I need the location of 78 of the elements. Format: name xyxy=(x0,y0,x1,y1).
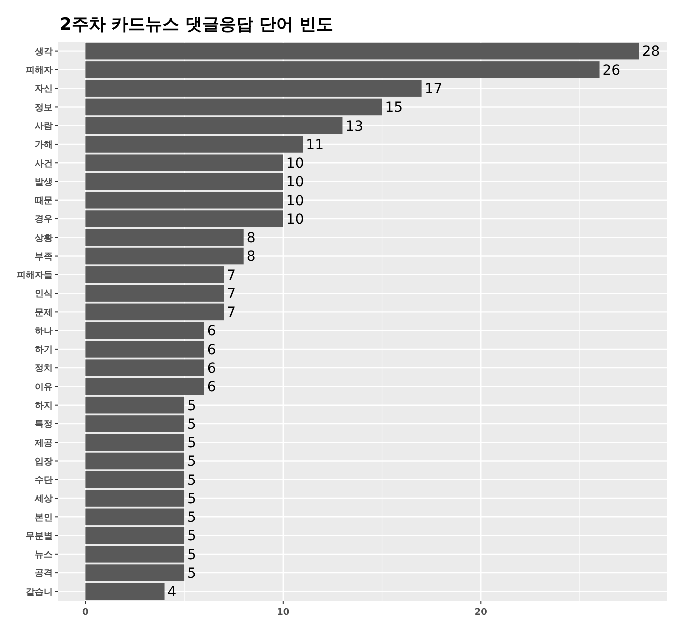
data-label: 26 xyxy=(602,62,621,79)
data-label: 5 xyxy=(188,436,196,452)
data-label: 10 xyxy=(286,193,304,210)
y-tick-label: 문제 xyxy=(35,308,53,318)
data-label: 6 xyxy=(207,360,216,377)
y-tick-label: 부족 xyxy=(35,252,53,262)
y-tick-label: 발생 xyxy=(35,178,53,188)
bar xyxy=(86,583,165,600)
y-tick-label: 입장 xyxy=(35,457,53,468)
bar xyxy=(86,378,204,396)
data-label: 5 xyxy=(188,547,196,564)
y-tick-label: 제공 xyxy=(34,438,53,449)
chart-title: 2주차 카드뉴스 댓글응답 단어 빈도 xyxy=(60,15,334,35)
bar xyxy=(86,508,185,526)
data-label: 8 xyxy=(246,249,256,266)
y-tick-label: 무분별 xyxy=(26,532,53,542)
data-label: 5 xyxy=(188,491,196,508)
x-tick-label: 20 xyxy=(474,608,488,618)
data-label: 7 xyxy=(227,286,236,302)
y-tick-label: 경우 xyxy=(35,215,53,226)
data-label: 5 xyxy=(188,472,196,489)
data-label: 6 xyxy=(207,342,216,358)
y-tick-label: 가해 xyxy=(35,140,53,151)
data-label: 10 xyxy=(286,174,304,191)
y-tick-label: 사건 xyxy=(35,159,53,170)
data-label: 5 xyxy=(188,416,196,433)
data-label: 5 xyxy=(188,510,196,526)
data-label: 4 xyxy=(168,584,177,601)
data-label: 10 xyxy=(286,156,304,172)
data-label: 5 xyxy=(188,528,196,545)
y-tick-label: 인식 xyxy=(35,290,53,300)
y-tick-label: 자신 xyxy=(35,84,53,95)
bar xyxy=(86,229,244,246)
data-label: 7 xyxy=(227,305,236,322)
y-tick-label: 하지 xyxy=(35,402,53,412)
bar xyxy=(86,452,185,470)
y-tick-label: 정보 xyxy=(35,103,53,114)
y-tick-label: 피해자 xyxy=(26,66,53,76)
data-label: 8 xyxy=(246,230,256,247)
bar xyxy=(86,248,244,265)
y-tick-label: 특정 xyxy=(35,420,53,430)
bar xyxy=(86,304,224,321)
y-tick-label: 상황 xyxy=(35,234,53,244)
bar xyxy=(86,173,284,190)
data-label: 10 xyxy=(286,212,304,228)
data-label: 5 xyxy=(188,454,196,470)
y-tick-label: 정치 xyxy=(35,364,53,374)
y-tick-label: 수단 xyxy=(35,476,53,486)
data-label: 7 xyxy=(227,268,236,284)
y-tick-label: 하기 xyxy=(35,346,53,356)
x-tick-label: 10 xyxy=(277,608,290,618)
y-tick-label: 하나 xyxy=(35,326,53,337)
data-label: 11 xyxy=(306,137,324,154)
bar xyxy=(86,42,640,60)
bar xyxy=(86,396,185,414)
data-label: 13 xyxy=(346,118,364,135)
data-label: 15 xyxy=(385,100,404,116)
y-tick-label: 때문 xyxy=(35,196,53,207)
bar xyxy=(86,322,204,340)
data-label: 28 xyxy=(642,44,660,60)
y-tick-label: 공격 xyxy=(35,569,53,580)
data-label: 17 xyxy=(424,81,443,98)
y-tick-label: 생각 xyxy=(34,47,53,58)
y-tick-label: 이유 xyxy=(35,382,53,393)
y-tick-label: 본인 xyxy=(35,513,53,524)
y-tick-label: 세상 xyxy=(34,494,53,505)
y-tick-label: 피해자들 xyxy=(17,271,53,282)
bar xyxy=(86,527,185,544)
x-tick-label: 0 xyxy=(82,608,89,618)
data-label: 6 xyxy=(207,380,216,396)
y-tick-label: 뉴스 xyxy=(35,550,53,561)
data-label: 5 xyxy=(188,398,196,414)
bar xyxy=(86,98,382,116)
data-label: 6 xyxy=(207,324,216,340)
y-tick-label: 사람 xyxy=(35,122,53,132)
y-tick-label: 같습니 xyxy=(26,588,53,598)
bar xyxy=(86,117,343,134)
data-label: 5 xyxy=(188,566,196,582)
